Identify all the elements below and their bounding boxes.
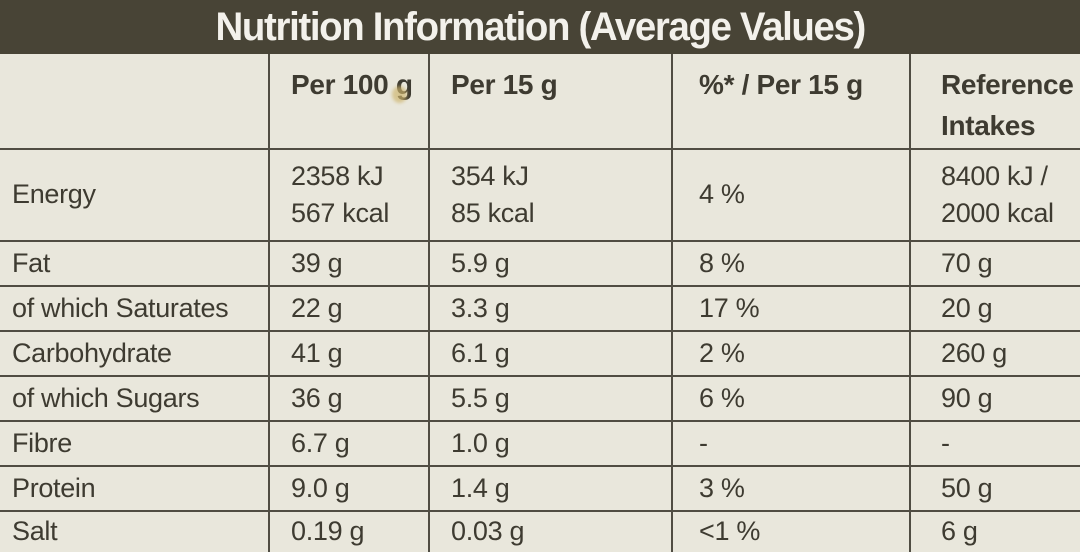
col-header-per-100g: Per 100 g — [268, 54, 428, 148]
value-reference-intake: 90 g — [909, 377, 1080, 420]
nutrition-table: Per 100 g Per 15 g %* / Per 15 g Referen… — [0, 54, 1080, 552]
value-percent: 3 % — [671, 467, 909, 510]
value-percent: 6 % — [671, 377, 909, 420]
value-percent: 8 % — [671, 242, 909, 285]
title-bar: Nutrition Information (Average Values) — [0, 0, 1080, 54]
value-per-15g: 5.9 g — [428, 242, 671, 285]
row-label: Fibre — [12, 427, 72, 458]
col-header-blank — [0, 54, 268, 148]
row-label: Energy — [12, 179, 96, 210]
value-reference-intake: 8400 kJ / 2000 kcal — [909, 150, 1080, 240]
value-percent: - — [671, 422, 909, 465]
table-row-fat: Fat 39 g 5.9 g 8 % 70 g — [0, 240, 1080, 285]
value-per-100g: 41 g — [268, 332, 428, 375]
table-row-energy: Energy 2358 kJ 567 kcal 354 kJ 85 kcal 4… — [0, 148, 1080, 240]
table-row-protein: Protein 9.0 g 1.4 g 3 % 50 g — [0, 465, 1080, 510]
value-per-100g: 2358 kJ 567 kcal — [268, 150, 428, 240]
value-reference-intake: 20 g — [909, 287, 1080, 330]
value-per-100g: 9.0 g — [268, 467, 428, 510]
table-row-fibre: Fibre 6.7 g 1.0 g - - — [0, 420, 1080, 465]
table-row-saturates: of which Saturates 22 g 3.3 g 17 % 20 g — [0, 285, 1080, 330]
value-reference-intake: 260 g — [909, 332, 1080, 375]
row-label: of which Sugars — [12, 382, 200, 413]
value-per-100g: 0.19 g — [268, 512, 428, 552]
value-per-15g: 5.5 g — [428, 377, 671, 420]
value-reference-intake: 6 g — [909, 512, 1080, 552]
value-percent: 4 % — [671, 150, 909, 240]
value-percent: 2 % — [671, 332, 909, 375]
value-per-15g: 3.3 g — [428, 287, 671, 330]
value-per-15g: 354 kJ 85 kcal — [428, 150, 671, 240]
value-per-100g: 6.7 g — [268, 422, 428, 465]
value-per-100g: 22 g — [268, 287, 428, 330]
value-percent: <1 % — [671, 512, 909, 552]
value-reference-intake: 50 g — [909, 467, 1080, 510]
value-reference-intake: 70 g — [909, 242, 1080, 285]
row-label: Carbohydrate — [12, 337, 172, 368]
col-header-percent-15g: %* / Per 15 g — [671, 54, 909, 148]
row-label: Fat — [12, 247, 51, 278]
value-per-15g: 1.4 g — [428, 467, 671, 510]
value-per-15g: 0.03 g — [428, 512, 671, 552]
table-row-sugars: of which Sugars 36 g 5.5 g 6 % 90 g — [0, 375, 1080, 420]
header-row: Per 100 g Per 15 g %* / Per 15 g Referen… — [0, 54, 1080, 148]
value-per-15g: 1.0 g — [428, 422, 671, 465]
value-per-100g: 39 g — [268, 242, 428, 285]
value-percent: 17 % — [671, 287, 909, 330]
col-header-per-15g: Per 15 g — [428, 54, 671, 148]
col-header-reference-intakes: Reference Intakes — [909, 54, 1080, 148]
value-reference-intake: - — [909, 422, 1080, 465]
row-label: Salt — [12, 516, 58, 547]
table-title: Nutrition Information (Average Values) — [215, 4, 866, 49]
value-per-15g: 6.1 g — [428, 332, 671, 375]
table-row-salt: Salt 0.19 g 0.03 g <1 % 6 g — [0, 510, 1080, 552]
table-row-carbohydrate: Carbohydrate 41 g 6.1 g 2 % 260 g — [0, 330, 1080, 375]
value-per-100g: 36 g — [268, 377, 428, 420]
row-label: of which Saturates — [12, 292, 229, 323]
row-label: Protein — [12, 472, 96, 503]
